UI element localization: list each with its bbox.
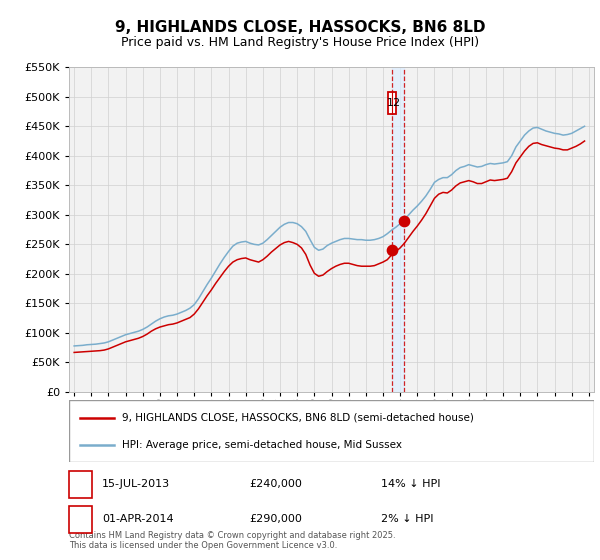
Text: 01-APR-2014: 01-APR-2014 <box>102 514 173 524</box>
Text: 2: 2 <box>77 514 84 524</box>
Text: 14% ↓ HPI: 14% ↓ HPI <box>381 479 440 489</box>
Point <box>388 246 397 255</box>
Bar <box>392 67 404 392</box>
Text: 15-JUL-2013: 15-JUL-2013 <box>102 479 170 489</box>
Text: 9, HIGHLANDS CLOSE, HASSOCKS, BN6 8LD (semi-detached house): 9, HIGHLANDS CLOSE, HASSOCKS, BN6 8LD (s… <box>121 413 473 423</box>
Text: 2: 2 <box>392 98 399 108</box>
FancyBboxPatch shape <box>388 92 396 114</box>
Text: HPI: Average price, semi-detached house, Mid Sussex: HPI: Average price, semi-detached house,… <box>121 440 401 450</box>
Text: £240,000: £240,000 <box>249 479 302 489</box>
Text: Contains HM Land Registry data © Crown copyright and database right 2025.
This d: Contains HM Land Registry data © Crown c… <box>69 530 395 550</box>
Text: 1: 1 <box>387 98 394 108</box>
Text: Price paid vs. HM Land Registry's House Price Index (HPI): Price paid vs. HM Land Registry's House … <box>121 36 479 49</box>
FancyBboxPatch shape <box>69 400 594 462</box>
Text: 1: 1 <box>77 479 84 489</box>
Text: 9, HIGHLANDS CLOSE, HASSOCKS, BN6 8LD: 9, HIGHLANDS CLOSE, HASSOCKS, BN6 8LD <box>115 20 485 35</box>
Text: £290,000: £290,000 <box>249 514 302 524</box>
Text: 2% ↓ HPI: 2% ↓ HPI <box>381 514 433 524</box>
Point <box>400 216 409 225</box>
